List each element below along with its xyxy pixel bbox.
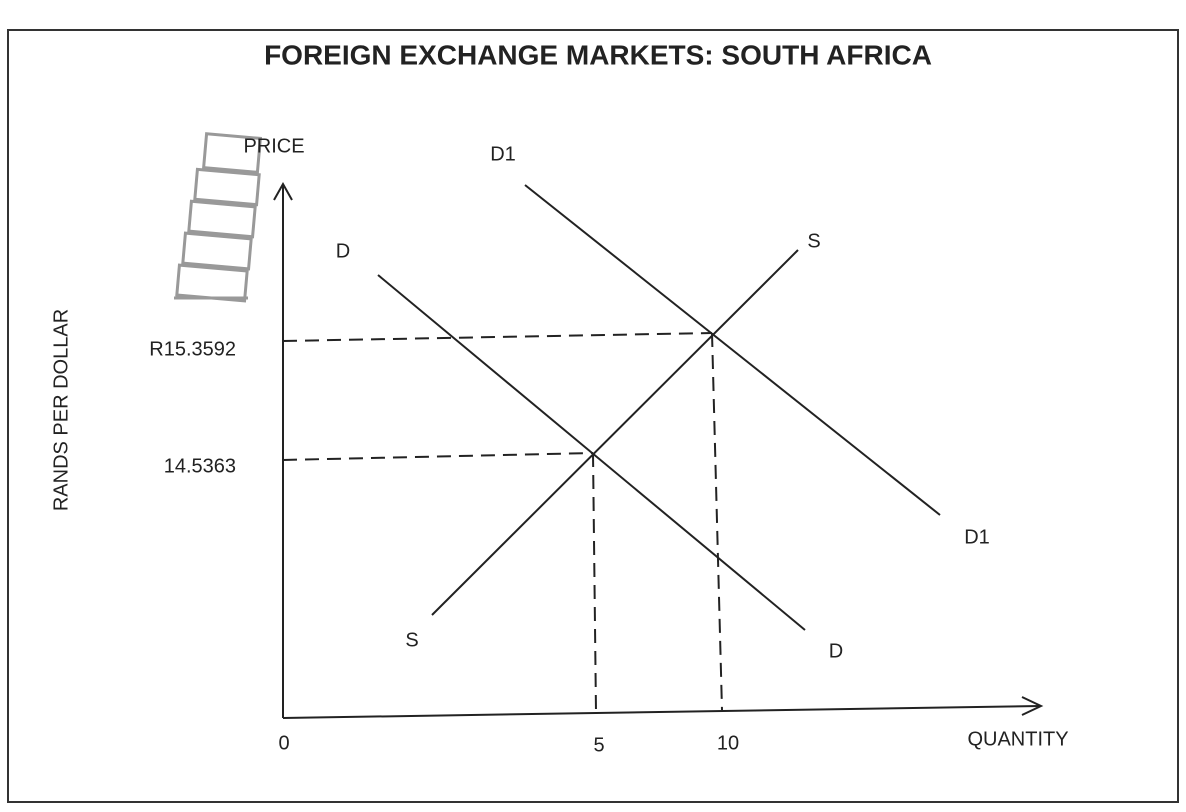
y-axis-side-label: RANDS PER DOLLAR — [50, 309, 72, 511]
title: FOREIGN EXCHANGE MARKETS: SOUTH AFRICA — [264, 39, 932, 70]
y-tick-label: 14.5363 — [164, 455, 236, 477]
y-axis-label: PRICE — [243, 135, 304, 157]
x-tick-label: 5 — [593, 734, 604, 756]
curve-label: D1 — [490, 143, 516, 165]
curve-label: D1 — [964, 526, 990, 548]
x-axis-label: QUANTITY — [967, 728, 1068, 750]
x-tick-label: 0 — [278, 732, 289, 754]
curve-label: D — [829, 640, 843, 662]
x-tick-label: 10 — [717, 732, 739, 754]
curve-label: S — [405, 629, 418, 651]
curve-label: D — [336, 240, 350, 262]
y-tick-label: R15.3592 — [149, 338, 236, 360]
curve-label: S — [807, 230, 820, 252]
diagram: FOREIGN EXCHANGE MARKETS: SOUTH AFRICA P… — [0, 0, 1186, 812]
frame — [8, 30, 1178, 802]
